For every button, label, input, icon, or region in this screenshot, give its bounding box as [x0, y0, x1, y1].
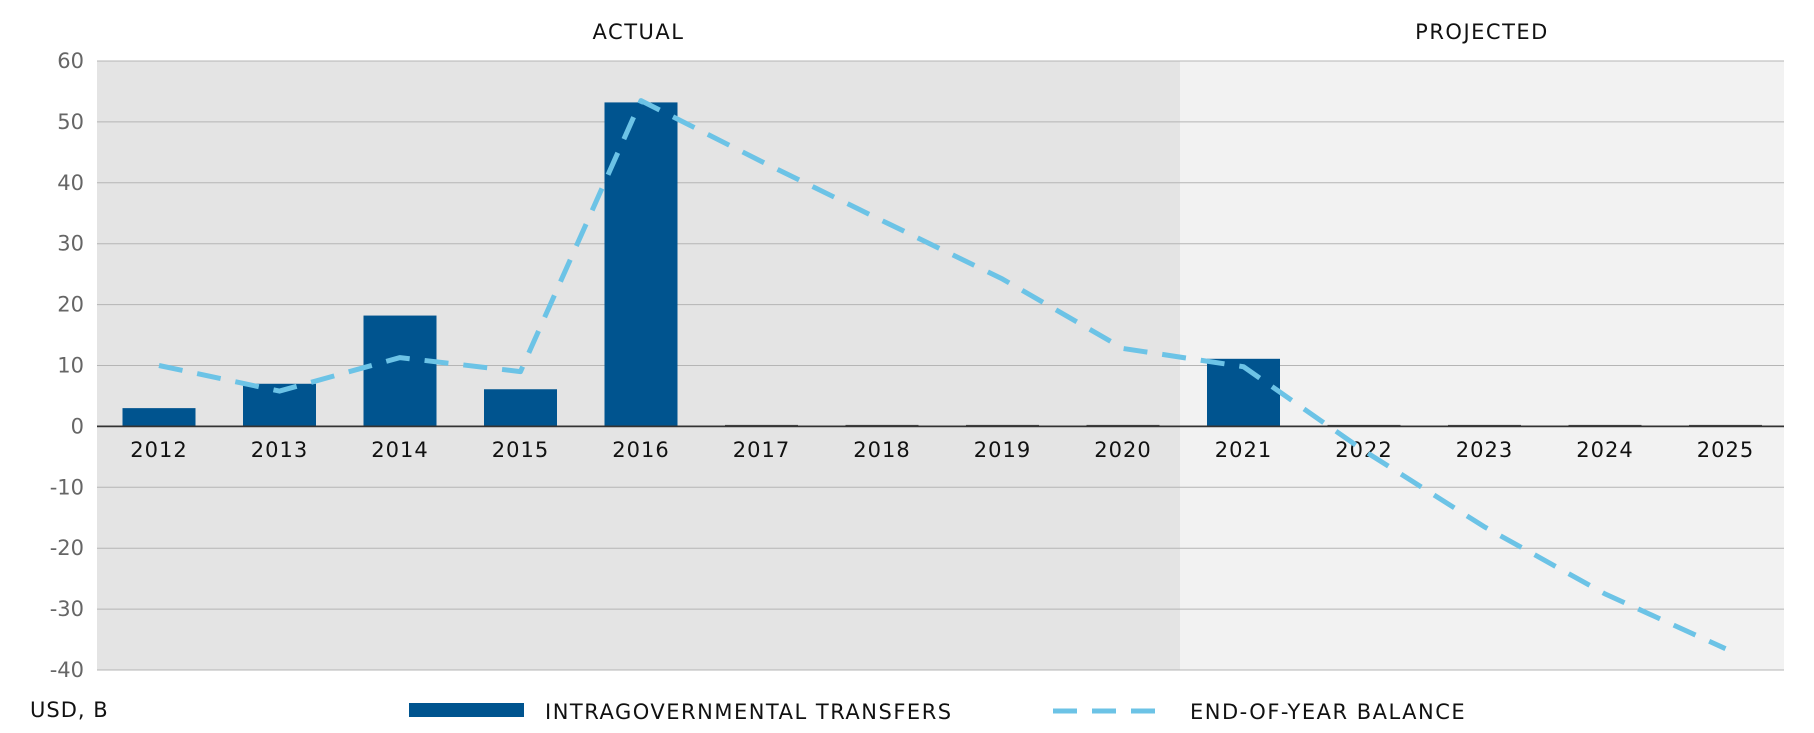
y-axis-ticks: 60 50 40 30 20 10 0 -10 -20 -30 -40 — [50, 49, 84, 682]
y-tick-label: 10 — [57, 354, 84, 378]
legend-label-bar: INTRAGOVERNMENTAL TRANSFERS — [545, 700, 953, 724]
legend-label-line: END-OF-YEAR BALANCE — [1190, 700, 1466, 724]
bar-2012 — [123, 408, 196, 426]
x-tick-label: 2015 — [492, 438, 549, 462]
x-tick-label: 2020 — [1094, 438, 1151, 462]
x-tick-label: 2024 — [1576, 438, 1633, 462]
x-tick-label: 2025 — [1697, 438, 1754, 462]
legend-swatch-bar — [409, 703, 524, 717]
y-tick-label: -10 — [50, 475, 84, 499]
bar-2014 — [364, 316, 437, 427]
y-tick-label: -30 — [50, 597, 84, 621]
y-tick-label: 30 — [57, 232, 84, 256]
y-tick-label: 0 — [71, 414, 84, 438]
x-tick-label: 2023 — [1456, 438, 1513, 462]
x-tick-label: 2012 — [130, 438, 187, 462]
x-tick-label: 2014 — [371, 438, 428, 462]
section-label-actual: ACTUAL — [593, 20, 685, 44]
legend: INTRAGOVERNMENTAL TRANSFERS END-OF-YEAR B… — [409, 700, 1466, 724]
y-tick-label: -40 — [50, 658, 84, 682]
section-labels: ACTUAL PROJECTED — [593, 20, 1549, 44]
x-tick-label: 2017 — [733, 438, 790, 462]
x-tick-label: 2021 — [1215, 438, 1272, 462]
bar-2016 — [605, 102, 678, 426]
section-label-projected: PROJECTED — [1415, 20, 1549, 44]
x-tick-label: 2019 — [974, 438, 1031, 462]
y-tick-label: -20 — [50, 536, 84, 560]
x-tick-label: 2022 — [1335, 438, 1392, 462]
y-tick-label: 20 — [57, 293, 84, 317]
bar-2015 — [484, 389, 557, 426]
y-tick-label: 50 — [57, 110, 84, 134]
x-tick-label: 2018 — [853, 438, 910, 462]
y-axis-unit-label: USD, B — [30, 698, 109, 722]
y-tick-label: 40 — [57, 171, 84, 195]
x-tick-label: 2016 — [612, 438, 669, 462]
x-tick-label: 2013 — [251, 438, 308, 462]
y-tick-label: 60 — [57, 49, 84, 73]
